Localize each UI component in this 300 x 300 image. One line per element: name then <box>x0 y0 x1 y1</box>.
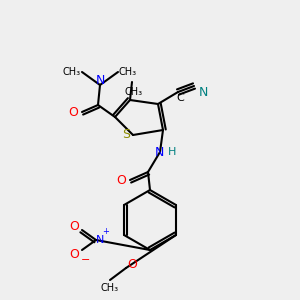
Text: O: O <box>116 173 126 187</box>
Text: H: H <box>168 147 176 157</box>
Text: +: + <box>103 227 110 236</box>
Text: O: O <box>68 106 78 118</box>
Text: O: O <box>127 257 137 271</box>
Text: N: N <box>154 146 164 158</box>
Text: C: C <box>176 93 184 103</box>
Text: O: O <box>69 220 79 232</box>
Text: N: N <box>198 85 208 98</box>
Text: S: S <box>122 128 130 142</box>
Text: N: N <box>96 235 104 245</box>
Text: N: N <box>95 74 105 88</box>
Text: −: − <box>81 255 91 265</box>
Text: CH₃: CH₃ <box>101 283 119 293</box>
Text: O: O <box>69 248 79 260</box>
Text: CH₃: CH₃ <box>119 67 137 77</box>
Text: CH₃: CH₃ <box>125 87 143 97</box>
Text: CH₃: CH₃ <box>63 67 81 77</box>
